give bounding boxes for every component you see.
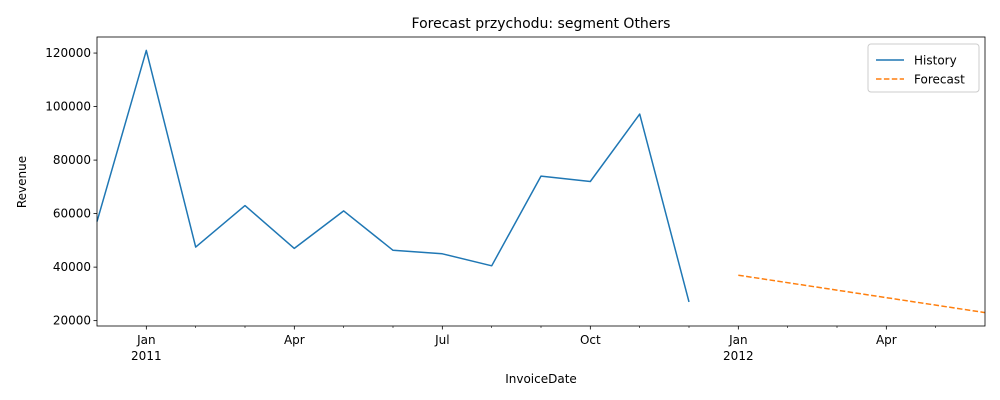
- x-tick-label: Apr: [284, 333, 305, 347]
- x-tick-label: Jul: [434, 333, 449, 347]
- y-tick-label: 120000: [45, 46, 91, 60]
- chart-title: Forecast przychodu: segment Others: [412, 16, 671, 32]
- x-tick-label: Jan: [136, 333, 156, 347]
- plot-lines: [96, 49, 986, 314]
- legend-label-history: History: [914, 54, 957, 68]
- y-tick-label: 40000: [53, 260, 91, 274]
- legend-label-forecast: Forecast: [914, 73, 965, 87]
- y-axis-label: Revenue: [15, 156, 29, 208]
- series-line-forecast: [738, 274, 986, 314]
- series-line-history: [96, 49, 690, 303]
- plot-frame: [96, 36, 986, 327]
- y-axis: 20000 40000 60000 80000 100000 120000: [45, 46, 97, 328]
- y-tick-label: 100000: [45, 100, 91, 114]
- x-tick-label: Jan: [728, 333, 748, 347]
- x-axis-label: InvoiceDate: [505, 372, 577, 386]
- x-tick-year-label: 2012: [723, 349, 754, 363]
- y-tick-label: 60000: [53, 207, 91, 221]
- y-tick-label: 20000: [53, 314, 91, 328]
- x-axis: Jan 2011 Apr Jul Oct Jan 2012 Apr: [131, 326, 936, 363]
- x-tick-year-label: 2011: [131, 349, 162, 363]
- y-tick-label: 80000: [53, 153, 91, 167]
- x-tick-label: Oct: [580, 333, 601, 347]
- x-tick-label: Apr: [876, 333, 897, 347]
- legend-box: [867, 43, 980, 93]
- legend: History Forecast: [867, 43, 980, 93]
